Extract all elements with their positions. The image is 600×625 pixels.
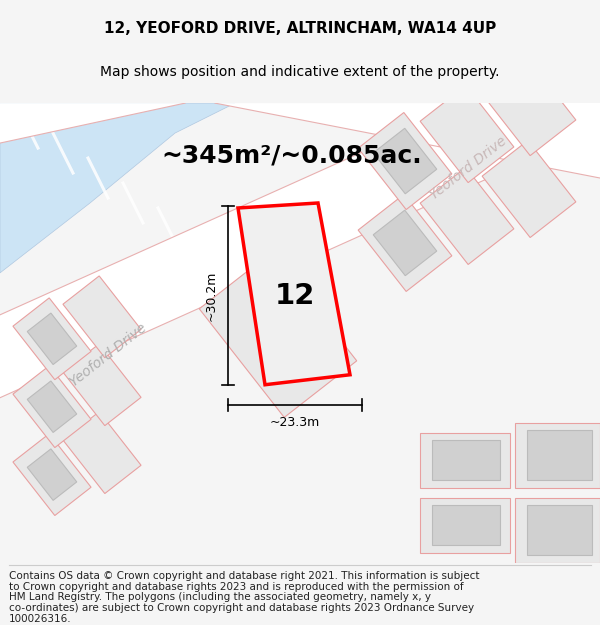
- Text: Contains OS data © Crown copyright and database right 2021. This information is : Contains OS data © Crown copyright and d…: [9, 571, 479, 581]
- Text: ~23.3m: ~23.3m: [270, 416, 320, 429]
- Polygon shape: [13, 434, 91, 516]
- Text: 100026316.: 100026316.: [9, 614, 71, 624]
- Polygon shape: [482, 59, 576, 156]
- Polygon shape: [27, 381, 77, 432]
- Polygon shape: [63, 276, 141, 358]
- Text: Yeoford Drive: Yeoford Drive: [427, 134, 509, 202]
- Polygon shape: [373, 128, 437, 194]
- Polygon shape: [238, 203, 350, 385]
- Polygon shape: [0, 103, 235, 273]
- Polygon shape: [482, 141, 576, 238]
- Polygon shape: [0, 45, 600, 398]
- Polygon shape: [373, 210, 437, 276]
- Text: 12: 12: [275, 282, 315, 310]
- Polygon shape: [0, 103, 185, 143]
- Polygon shape: [432, 504, 500, 544]
- Polygon shape: [527, 429, 592, 479]
- Text: ~30.2m: ~30.2m: [205, 270, 218, 321]
- Text: co-ordinates) are subject to Crown copyright and database rights 2023 Ordnance S: co-ordinates) are subject to Crown copyr…: [9, 604, 474, 614]
- Polygon shape: [527, 504, 592, 554]
- Text: 12, YEOFORD DRIVE, ALTRINCHAM, WA14 4UP: 12, YEOFORD DRIVE, ALTRINCHAM, WA14 4UP: [104, 21, 496, 36]
- Text: Yeoford Drive: Yeoford Drive: [67, 321, 149, 389]
- Polygon shape: [27, 313, 77, 364]
- Polygon shape: [199, 253, 357, 418]
- Polygon shape: [432, 439, 500, 479]
- Polygon shape: [358, 194, 452, 291]
- Polygon shape: [420, 498, 510, 552]
- Polygon shape: [27, 449, 77, 501]
- Polygon shape: [215, 103, 600, 178]
- Polygon shape: [63, 412, 141, 494]
- Polygon shape: [420, 168, 514, 264]
- Polygon shape: [63, 344, 141, 426]
- Polygon shape: [420, 432, 510, 488]
- Polygon shape: [13, 298, 91, 380]
- Polygon shape: [420, 86, 514, 182]
- Text: HM Land Registry. The polygons (including the associated geometry, namely x, y: HM Land Registry. The polygons (includin…: [9, 592, 431, 602]
- Text: to Crown copyright and database rights 2023 and is reproduced with the permissio: to Crown copyright and database rights 2…: [9, 581, 464, 591]
- Polygon shape: [515, 498, 600, 562]
- Text: Map shows position and indicative extent of the property.: Map shows position and indicative extent…: [100, 65, 500, 79]
- Text: ~345m²/~0.085ac.: ~345m²/~0.085ac.: [161, 143, 422, 167]
- Polygon shape: [13, 366, 91, 448]
- Polygon shape: [515, 422, 600, 488]
- Polygon shape: [358, 112, 452, 209]
